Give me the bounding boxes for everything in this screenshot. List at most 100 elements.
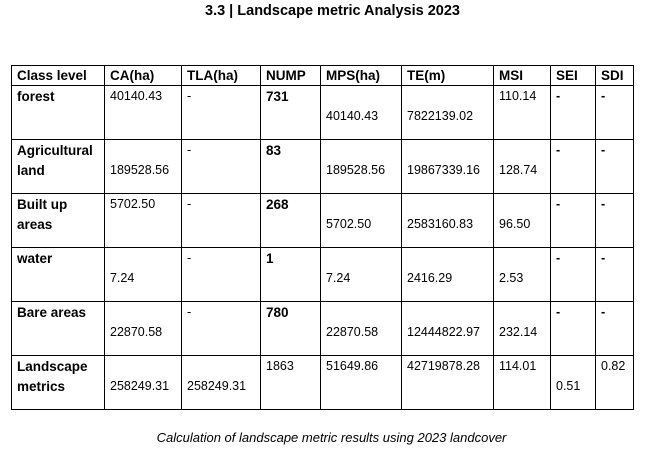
ca-value: 5702.50 [110, 197, 156, 211]
tla-cell: 258249.31 [181, 355, 261, 410]
msi-value: 2.53 [499, 271, 524, 285]
tla-cell: - [181, 301, 261, 356]
msi-cell: 2.53 [493, 247, 551, 302]
header-mps: MPS(ha) [320, 65, 402, 86]
table-row: Agricultural land 189528.56 - 83 189528.… [11, 139, 634, 194]
table-row: Landscape metrics 258249.31 258249.31 18… [11, 355, 634, 410]
msi-value: 114.01 [499, 359, 537, 373]
msi-cell: 114.01 [493, 355, 551, 410]
table-row: water 7.24 - 1 7.24 2416.29 2.53 - - [11, 247, 634, 302]
class-cell: Built up areas [11, 193, 105, 248]
nump-cell: 268 [260, 193, 321, 248]
te-cell: 2583160.83 [401, 193, 494, 248]
sdi-cell: - [595, 193, 634, 248]
tla-cell: - [181, 247, 261, 302]
sei-cell: - [550, 85, 596, 140]
ca-cell: 189528.56 [104, 139, 182, 194]
tla-value: - [187, 197, 192, 211]
msi-cell: 128.74 [493, 139, 551, 194]
header-msi: MSI [493, 65, 551, 86]
sei-cell: - [550, 139, 596, 194]
tla-value: - [187, 89, 192, 103]
msi-value: 232.14 [499, 325, 538, 339]
ca-value: 189528.56 [110, 163, 170, 177]
ca-cell: 258249.31 [104, 355, 182, 410]
msi-cell: 110.14 [493, 85, 551, 140]
tla-value: - [187, 305, 192, 319]
class-cell: Agricultural land [11, 139, 105, 194]
sdi-cell: 0.82 [595, 355, 634, 410]
sei-value: 0.51 [556, 379, 581, 393]
table-caption: Calculation of landscape metric results … [156, 430, 507, 445]
table-header-row: Class level CA(ha) TLA(ha) NUMP MPS(ha) … [11, 65, 634, 86]
msi-value: 96.50 [499, 217, 531, 231]
sei-value: - [556, 197, 561, 211]
mps-cell: 40140.43 [320, 85, 402, 140]
tla-value: - [187, 143, 192, 157]
te-value: 12444822.97 [407, 325, 480, 339]
ca-value: 7.24 [110, 271, 135, 285]
header-sdi: SDI [595, 65, 634, 86]
header-sei: SEI [550, 65, 596, 86]
sdi-cell: - [595, 301, 634, 356]
mps-value: 5702.50 [326, 217, 372, 231]
nump-cell: 1863 [260, 355, 321, 410]
nump-cell: 83 [260, 139, 321, 194]
msi-value: 128.74 [499, 163, 538, 177]
header-class-level: Class level [11, 65, 105, 86]
table-row: Bare areas 22870.58 - 780 22870.58 12444… [11, 301, 634, 356]
mps-cell: 51649.86 [320, 355, 402, 410]
class-label: Landscape metrics [17, 359, 88, 394]
landscape-metrics-table: Class level CA(ha) TLA(ha) NUMP MPS(ha) … [11, 65, 634, 410]
sei-cell: - [550, 247, 596, 302]
sei-cell: - [550, 193, 596, 248]
msi-cell: 96.50 [493, 193, 551, 248]
te-cell: 12444822.97 [401, 301, 494, 356]
tla-value: - [187, 251, 192, 265]
ca-cell: 40140.43 [104, 85, 182, 140]
class-cell: Landscape metrics [11, 355, 105, 410]
class-cell: forest [11, 85, 105, 140]
nump-value: 731 [266, 89, 289, 104]
nump-cell: 731 [260, 85, 321, 140]
page-title: 3.3 | Landscape metric Analysis 2023 [205, 3, 460, 19]
mps-value: 7.24 [326, 271, 351, 285]
sei-value: - [556, 89, 561, 103]
sdi-cell: - [595, 139, 634, 194]
sei-value: - [556, 251, 561, 265]
msi-cell: 232.14 [493, 301, 551, 356]
header-te: TE(m) [401, 65, 494, 86]
ca-cell: 5702.50 [104, 193, 182, 248]
header-nump: NUMP [260, 65, 321, 86]
tla-cell: - [181, 139, 261, 194]
sei-value: - [556, 305, 561, 319]
ca-cell: 22870.58 [104, 301, 182, 356]
msi-value: 110.14 [499, 89, 537, 103]
te-value: 2583160.83 [407, 217, 474, 231]
class-cell: Bare areas [11, 301, 105, 356]
sdi-value: 0.82 [601, 359, 626, 373]
class-label: water [17, 251, 53, 266]
tla-value: 258249.31 [187, 379, 247, 393]
nump-value: 1 [266, 251, 274, 266]
te-value: 42719878.28 [407, 359, 480, 373]
te-cell: 19867339.16 [401, 139, 494, 194]
sei-cell: - [550, 301, 596, 356]
class-label: Built up areas [17, 197, 68, 232]
header-ca: CA(ha) [104, 65, 182, 86]
sdi-value: - [601, 143, 606, 157]
nump-value: 1863 [266, 359, 294, 373]
nump-value: 780 [266, 305, 289, 320]
nump-cell: 1 [260, 247, 321, 302]
nump-value: 268 [266, 197, 289, 212]
class-label: Bare areas [17, 305, 87, 320]
ca-value: 40140.43 [110, 89, 163, 103]
sdi-cell: - [595, 85, 634, 140]
class-cell: water [11, 247, 105, 302]
header-tla: TLA(ha) [181, 65, 261, 86]
class-label: Agricultural land [17, 143, 93, 178]
mps-cell: 189528.56 [320, 139, 402, 194]
tla-cell: - [181, 193, 261, 248]
tla-cell: - [181, 85, 261, 140]
te-cell: 42719878.28 [401, 355, 494, 410]
